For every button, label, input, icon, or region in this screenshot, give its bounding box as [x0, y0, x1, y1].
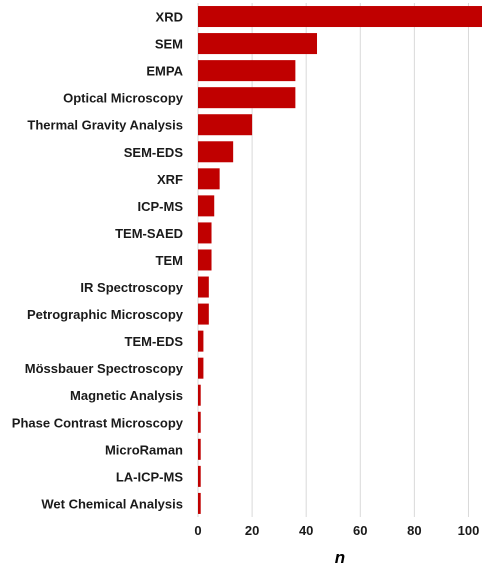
category-label: EMPA [146, 64, 183, 79]
category-label: IR Spectroscopy [80, 280, 183, 295]
category-label: SEM [155, 37, 183, 52]
category-label: SEM-EDS [124, 145, 184, 160]
bar [198, 465, 201, 487]
bar [198, 384, 201, 406]
bar [198, 114, 253, 136]
category-label: Magnetic Analysis [70, 388, 183, 403]
bar [198, 411, 201, 433]
bars [198, 6, 482, 514]
category-label: TEM-EDS [125, 334, 184, 349]
category-label: Mössbauer Spectroscopy [25, 361, 184, 376]
category-label: Optical Microscopy [63, 91, 184, 106]
bar [198, 357, 204, 379]
x-tick-label: 40 [299, 523, 313, 538]
category-label: XRF [157, 172, 183, 187]
category-label: ICP-MS [138, 199, 184, 214]
bar [198, 438, 201, 460]
bar [198, 249, 212, 271]
bar [198, 222, 212, 244]
bar [198, 195, 215, 217]
bar [198, 60, 296, 82]
category-labels: XRD SEM EMPA Optical Microscopy Thermal Grav… [12, 10, 184, 512]
x-tick-label: 20 [245, 523, 259, 538]
category-label: Wet Chemical Analysis [41, 496, 183, 511]
bar [198, 276, 209, 298]
x-tick-labels: 0 20 40 60 80 100 [194, 523, 479, 538]
bar [198, 87, 296, 109]
bar [198, 141, 234, 163]
x-tick-label: 0 [194, 523, 201, 538]
category-label: Phase Contrast Microscopy [12, 415, 184, 430]
bar [198, 33, 318, 55]
category-label: LA-ICP-MS [116, 469, 183, 484]
bar [198, 168, 220, 190]
category-label: TEM-SAED [115, 226, 183, 241]
bar [198, 330, 204, 352]
x-axis-title: n [335, 548, 345, 567]
category-label: XRD [156, 10, 183, 25]
x-tick-label: 100 [458, 523, 480, 538]
category-label: Thermal Gravity Analysis [27, 118, 183, 133]
bar [198, 492, 201, 514]
category-label: TEM [156, 253, 183, 268]
x-tick-label: 60 [353, 523, 367, 538]
bar [198, 303, 209, 325]
category-label: Petrographic Microscopy [27, 307, 184, 322]
category-label: MicroRaman [105, 442, 183, 457]
bar [198, 6, 482, 28]
x-tick-label: 80 [407, 523, 421, 538]
